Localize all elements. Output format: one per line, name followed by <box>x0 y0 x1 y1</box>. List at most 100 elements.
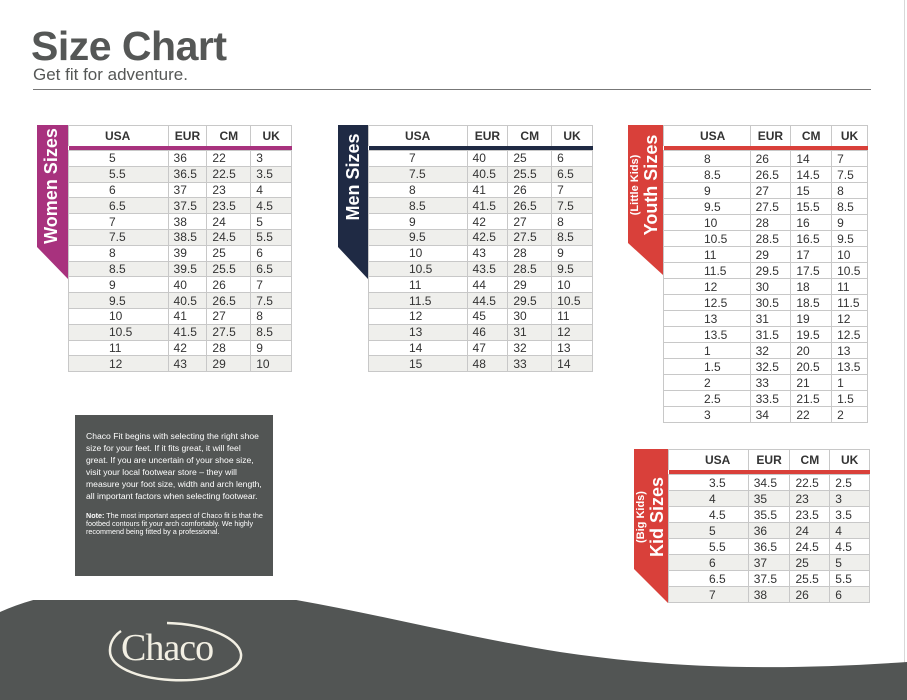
youth-band-subtitle: (Little Kids) <box>629 154 641 216</box>
cell-cm: 26 <box>789 586 831 603</box>
cell-uk: 3 <box>250 150 292 167</box>
cell-uk: 10 <box>831 246 868 263</box>
table-row: 10.5 43.5 28.5 9.5 <box>368 260 593 278</box>
column-header-cm: CM <box>507 125 553 146</box>
table-row: 1 32 20 13 <box>663 342 868 359</box>
cell-cm: 29 <box>507 276 553 294</box>
youth-size-table: USA EUR CM UK 8 26 14 7 8.5 26.5 14.5 7.5 9 27 15 8 9.5 2… <box>663 125 868 423</box>
cell-cm: 30 <box>507 307 553 325</box>
cell-cm: 26.5 <box>206 292 252 309</box>
cell-usa: 10.5 <box>663 230 751 247</box>
table-row: 6.5 37.5 25.5 5.5 <box>668 570 870 587</box>
cell-uk: 4 <box>250 181 292 199</box>
table-row: 5 36 24 4 <box>668 522 870 539</box>
cell-uk: 6.5 <box>551 165 593 183</box>
cell-eur: 37 <box>747 554 791 571</box>
cell-cm: 29.5 <box>507 292 553 309</box>
cell-eur: 32.5 <box>749 358 792 375</box>
cell-cm: 15 <box>790 182 833 199</box>
men-size-table: USA EUR CM UK 7 40 25 6 7.5 40.5 25.5 6.5 8 41 26 7 8.5 4… <box>368 125 593 373</box>
table-row: 11.5 44.5 29.5 10.5 <box>368 292 593 309</box>
cell-uk: 10.5 <box>551 292 593 309</box>
cell-eur: 40 <box>466 150 509 167</box>
cell-usa: 8 <box>368 181 468 199</box>
cell-cm: 27 <box>206 307 252 325</box>
cell-uk: 12 <box>831 310 868 327</box>
table-row: 9.5 40.5 26.5 7.5 <box>68 292 292 309</box>
cell-usa: 2 <box>663 374 751 391</box>
table-row: 1.5 32.5 20.5 13.5 <box>663 358 868 375</box>
page-subtitle: Get fit for adventure. <box>33 65 188 84</box>
cell-eur: 34.5 <box>747 474 791 491</box>
cell-uk: 4.5 <box>250 197 292 215</box>
cell-usa: 8.5 <box>68 260 169 278</box>
cell-eur: 39 <box>167 244 208 262</box>
cell-cm: 25 <box>206 244 252 262</box>
table-row: 10.5 28.5 16.5 9.5 <box>663 230 868 247</box>
cell-uk: 6 <box>250 244 292 262</box>
cell-eur: 37 <box>167 181 208 199</box>
table-row: 8 39 25 6 <box>68 244 292 262</box>
cell-eur: 42 <box>167 339 208 357</box>
cell-eur: 41 <box>466 181 509 199</box>
cell-usa: 12.5 <box>663 294 751 311</box>
cell-uk: 8.5 <box>250 323 292 341</box>
table-row: 8 41 26 7 <box>368 181 593 199</box>
kid-size-table: USA EUR CM UK 3.5 34.5 22.5 2.5 4 35 23 3 4.5 35.5 23.… <box>668 449 870 603</box>
fit-info-box: Chaco Fit begins with selecting the righ… <box>75 415 273 576</box>
table-row: 11 29 17 10 <box>663 246 868 263</box>
men-label-band: Men Sizes <box>338 125 368 279</box>
cell-usa: 11 <box>68 339 169 357</box>
table-row: 6 37 25 5 <box>668 554 870 571</box>
cell-eur: 46 <box>466 323 509 341</box>
cell-uk: 7 <box>551 181 593 199</box>
women-band-title: Women Sizes <box>41 128 61 244</box>
table-row: 7 38 24 5 <box>68 213 292 230</box>
table-row: 5.5 36.5 22.5 3.5 <box>68 165 292 183</box>
table-row: 2.5 33.5 21.5 1.5 <box>663 390 868 407</box>
cell-usa: 9.5 <box>663 198 751 215</box>
table-row: 12 43 29 10 <box>68 355 292 373</box>
column-header-uk: UK <box>250 125 292 146</box>
cell-eur: 45 <box>466 307 509 325</box>
table-row: 2 33 21 1 <box>663 374 868 391</box>
cell-usa: 6 <box>68 181 169 199</box>
cell-eur: 37.5 <box>167 197 208 215</box>
cell-eur: 31.5 <box>749 326 792 343</box>
cell-usa: 8.5 <box>663 166 751 183</box>
cell-uk: 3.5 <box>250 165 292 183</box>
cell-uk: 11.5 <box>831 294 868 311</box>
cell-eur: 44.5 <box>466 292 509 309</box>
cell-uk: 9 <box>250 339 292 357</box>
cell-cm: 24.5 <box>789 538 831 555</box>
table-header-row: USA EUR CM UK <box>668 449 870 470</box>
cell-uk: 8.5 <box>551 228 593 246</box>
cell-eur: 43.5 <box>466 260 509 278</box>
cell-usa: 5.5 <box>668 538 749 555</box>
table-row: 13 46 31 12 <box>368 323 593 341</box>
cell-cm: 21 <box>790 374 833 391</box>
cell-cm: 29 <box>206 355 252 373</box>
cell-cm: 14 <box>790 150 833 167</box>
table-row: 10.5 41.5 27.5 8.5 <box>68 323 292 341</box>
cell-uk: 9 <box>551 244 593 262</box>
cell-eur: 40.5 <box>167 292 208 309</box>
cell-eur: 42.5 <box>466 228 509 246</box>
cell-uk: 6 <box>551 150 593 167</box>
cell-uk: 8.5 <box>831 198 868 215</box>
table-row: 5 36 22 3 <box>68 150 292 167</box>
footer-wave <box>0 600 907 700</box>
table-row: 12 30 18 11 <box>663 278 868 295</box>
cell-uk: 5.5 <box>829 570 870 587</box>
cell-uk: 1 <box>831 374 868 391</box>
table-row: 3.5 34.5 22.5 2.5 <box>668 474 870 491</box>
cell-cm: 24.5 <box>206 228 252 246</box>
kid-band-shape <box>634 449 668 603</box>
cell-eur: 31 <box>749 310 792 327</box>
cell-usa: 6.5 <box>68 197 169 215</box>
cell-usa: 7 <box>68 213 169 230</box>
cell-eur: 35 <box>747 490 791 507</box>
cell-eur: 36.5 <box>747 538 791 555</box>
cell-uk: 3 <box>829 490 870 507</box>
table-row: 9 27 15 8 <box>663 182 868 199</box>
